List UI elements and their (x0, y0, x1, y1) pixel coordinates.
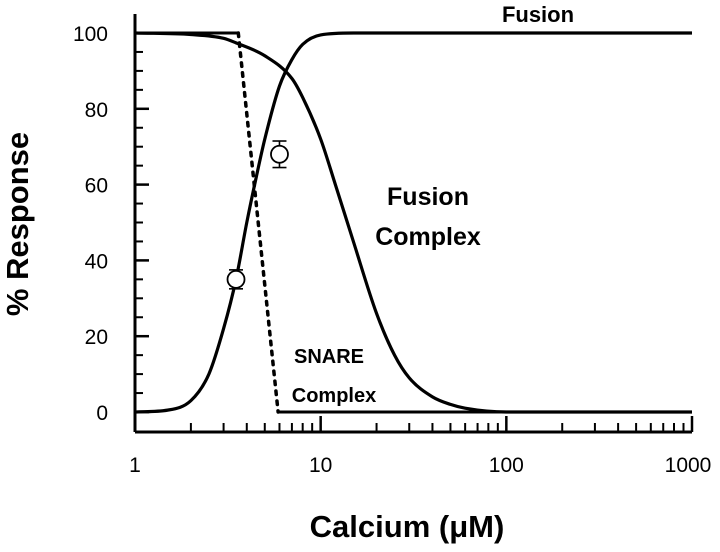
data-point-marker (270, 144, 289, 164)
series-layer (134, 31, 692, 414)
series-line-fusion-complex (134, 31, 692, 414)
data-points-layer (226, 140, 289, 290)
y-tick-label: 100 (73, 23, 108, 46)
x-tick-label: 100 (489, 454, 524, 477)
series-line-snare-complex (135, 31, 692, 414)
y-tick-label: 80 (85, 99, 108, 122)
data-point (270, 140, 289, 169)
data-point (226, 269, 246, 290)
x-tick-label: 1000 (665, 454, 712, 477)
annotation-fusion: Fusion (502, 2, 574, 27)
y-tick-label: 0 (96, 402, 108, 425)
annotation-fusion-complex-line1: Fusion (387, 183, 469, 211)
y-tick-label: 20 (85, 326, 108, 349)
x-tick-label: 1 (129, 454, 141, 477)
annotation-fusion-complex-line2: Complex (375, 223, 481, 251)
y-tick-label: 60 (85, 175, 108, 198)
axes: 0 20 40 60 80 100 1 10 100 1000 (73, 14, 711, 477)
y-axis-title: % Response (0, 132, 35, 316)
x-tick-label: 10 (309, 454, 332, 477)
y-tick-label: 40 (85, 250, 108, 273)
annotation-snare-complex-line1: SNARE (294, 346, 364, 368)
snare-dotted-drop (236, 31, 280, 414)
annotation-snare-complex-line2: Complex (292, 385, 376, 407)
x-axis-title: Calcium (μM) (310, 509, 505, 544)
series-line-fusion (134, 31, 692, 414)
data-point-marker (226, 269, 246, 289)
